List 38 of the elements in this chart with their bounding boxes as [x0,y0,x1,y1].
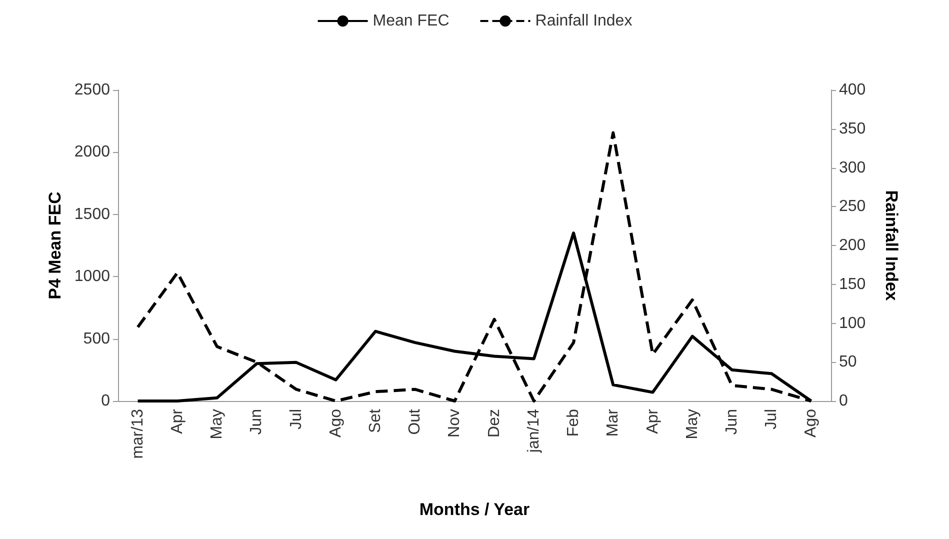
x-tick-label: Dez [486,409,503,438]
x-tick-label: Ago [327,408,344,438]
y2-tick-label: 400 [839,82,866,98]
x-tick-label: May [684,409,701,440]
legend-label: Mean FEC [372,12,450,30]
x-tick-label: jan/14 [525,408,542,454]
x-tick-label: Mar [604,408,622,437]
x-tick-label: Set [366,408,384,434]
y2-tick-label: 200 [839,237,866,254]
x-tick-label: Feb [565,408,582,437]
y-tick-label: 500 [83,330,110,348]
y2-tick-label: 100 [839,314,866,332]
x-tick-label: Jul [763,409,780,430]
x-tick-label: May [208,409,226,440]
y2-tick-label: 0 [839,392,848,410]
x-tick-label: Jul [288,409,305,430]
y2-axis-title: Rainfall Index [882,190,901,302]
x-tick-label: Nov [446,409,464,438]
x-tick-label: Ago [802,408,820,438]
y2-tick-label: 350 [839,120,866,138]
y2-tick-label: 250 [839,198,866,216]
y-tick-label: 1500 [74,206,110,223]
y2-tick-label: 150 [839,276,866,293]
y2-tick-label: 300 [839,159,866,176]
x-tick-label: Out [406,408,424,435]
x-axis-title: Months / Year [419,500,530,519]
x-tick-label: Jun [248,409,266,435]
x-tick-label: Jun [723,409,740,435]
x-tick-label: Apr [644,408,662,434]
y2-tick-label: 50 [839,354,857,371]
y-tick-label: 2500 [74,82,110,98]
y-tick-label: 1000 [74,268,110,286]
x-tick-label: Apr [168,408,186,434]
legend-label: Rainfall Index [535,12,632,30]
y-tick-label: 0 [101,392,110,410]
y-tick-label: 2000 [74,144,110,161]
y-axis-title: P4 Mean FEC [46,192,65,300]
x-tick-label: mar/13 [129,408,146,459]
